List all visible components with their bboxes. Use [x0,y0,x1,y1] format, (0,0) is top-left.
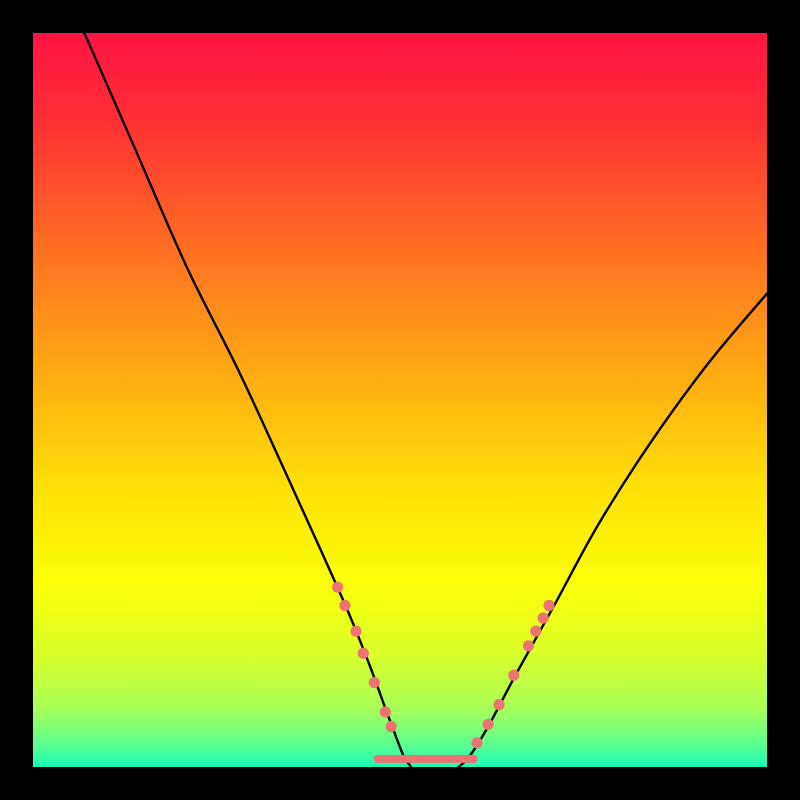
data-marker [332,582,343,593]
gradient-plot-area [33,33,767,767]
data-marker [380,706,391,717]
data-marker [358,648,369,659]
data-marker [386,721,397,732]
flat-segment-cap [374,755,383,764]
flat-segment-cap [469,755,478,764]
chart-container: TheBottleneck.com [0,0,800,800]
bottleneck-curve-chart [0,0,800,800]
data-marker [523,640,534,651]
data-marker [530,626,541,637]
data-marker [482,719,493,730]
data-marker [543,600,554,611]
data-marker [339,600,350,611]
data-marker [369,677,380,688]
data-marker [493,699,504,710]
data-marker [350,626,361,637]
data-marker [471,737,482,748]
data-marker [508,670,519,681]
data-marker [538,612,549,623]
